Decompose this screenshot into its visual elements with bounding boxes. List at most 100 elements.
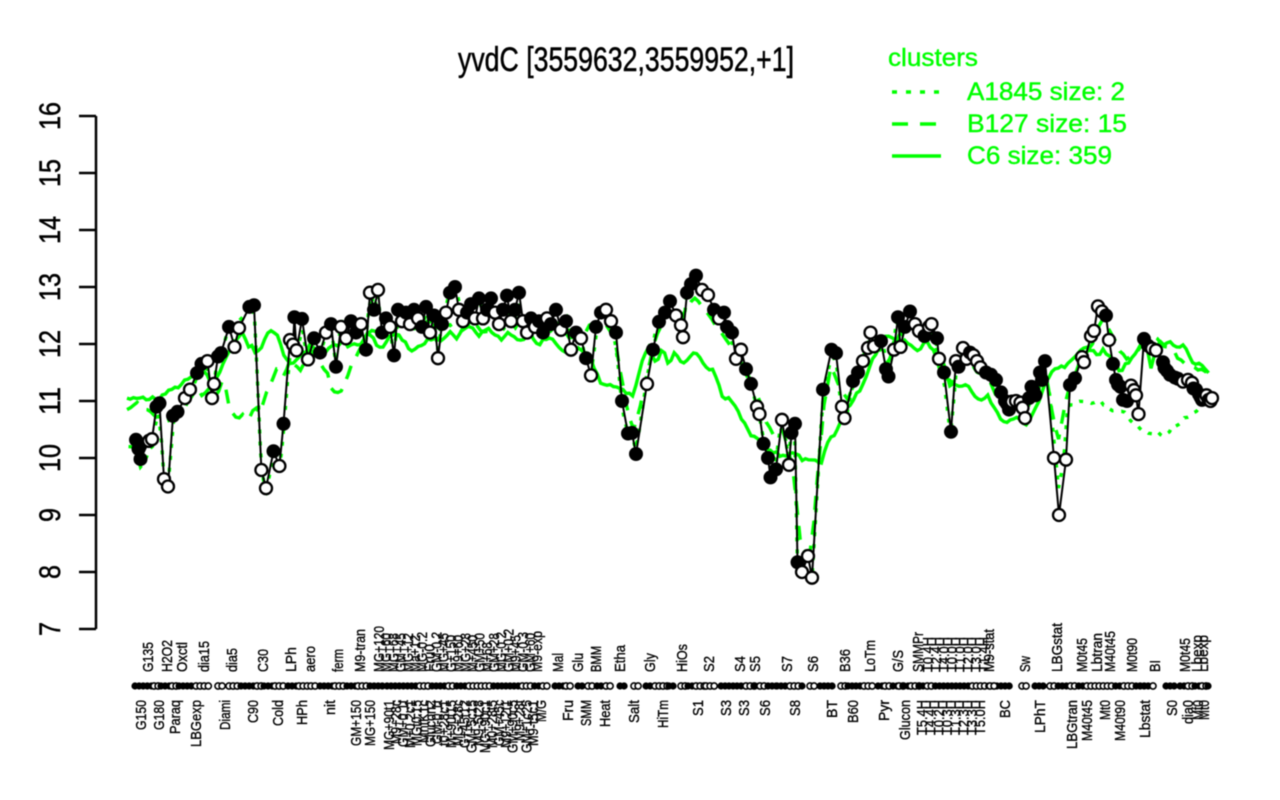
- svg-text:M40t45: M40t45: [1079, 700, 1096, 741]
- svg-text:B60: B60: [845, 700, 862, 723]
- svg-text:Lbexp: Lbexp: [1195, 635, 1212, 672]
- svg-text:M0+28t5: M0+28t5: [484, 700, 501, 748]
- svg-text:T0.3H: T0.3H: [939, 700, 956, 735]
- svg-text:MG+90t1: MG+90t1: [381, 700, 398, 750]
- svg-text:HiTm: HiTm: [655, 700, 672, 728]
- svg-text:dia0: dia0: [1180, 700, 1197, 724]
- svg-text:MG+28: MG+28: [457, 633, 474, 672]
- svg-text:15: 15: [34, 159, 67, 187]
- svg-text:GM+45: GM+45: [393, 633, 410, 672]
- svg-text:T1.3H: T1.3H: [947, 700, 964, 735]
- svg-text:MG+12: MG+12: [400, 633, 417, 672]
- svg-text:GM+0.1t: GM+0.1t: [395, 699, 412, 747]
- svg-text:GM-0.3: GM-0.3: [515, 632, 532, 672]
- svg-text:BI: BI: [1147, 660, 1164, 672]
- svg-text:S4: S4: [732, 656, 749, 672]
- svg-text:Fru0: Fru0: [421, 644, 438, 672]
- svg-text:GM+5c15: GM+5c15: [464, 700, 481, 753]
- svg-text:BT: BT: [824, 700, 841, 718]
- svg-text:BC: BC: [997, 700, 1014, 718]
- svg-text:M40t45: M40t45: [1102, 631, 1119, 672]
- svg-text:H2O2: H2O2: [159, 640, 176, 672]
- svg-text:M9+60: M9+60: [450, 635, 467, 672]
- svg-text:M9-5t28: M9-5t28: [470, 700, 487, 746]
- svg-text:Heat: Heat: [597, 699, 614, 727]
- svg-text:S5: S5: [747, 656, 764, 672]
- svg-text:GM-0.1t: GM-0.1t: [429, 699, 446, 744]
- svg-text:GM-0.2: GM-0.2: [429, 632, 446, 672]
- svg-text:Mt0: Mt0: [1196, 700, 1213, 720]
- svg-text:MGt0.15: MGt0.15: [409, 700, 426, 746]
- svg-text:Gly: Gly: [642, 653, 659, 672]
- svg-text:T1.4H: T1.4H: [976, 637, 993, 672]
- svg-text:M+450: M+450: [465, 635, 482, 672]
- svg-text:T0.2H: T0.2H: [931, 700, 948, 735]
- svg-text:GM+60: GM+60: [522, 633, 539, 672]
- svg-text:S1: S1: [690, 700, 707, 716]
- svg-text:7: 7: [34, 622, 67, 636]
- svg-text:GM+28: GM+28: [486, 633, 503, 672]
- svg-text:Lbstat: Lbstat: [1137, 699, 1154, 738]
- svg-text:T1.0H: T1.0H: [952, 637, 969, 672]
- svg-text:Paraq: Paraq: [167, 700, 184, 734]
- svg-text:Cold: Cold: [270, 700, 287, 726]
- svg-text:Glucon: Glucon: [897, 700, 914, 740]
- svg-text:T2.0H: T2.0H: [960, 637, 977, 672]
- svg-text:HiOs: HiOs: [674, 644, 691, 672]
- svg-text:T2.4H: T2.4H: [928, 637, 945, 672]
- svg-text:12: 12: [34, 330, 67, 358]
- svg-text:GM+45c: GM+45c: [491, 700, 508, 746]
- svg-text:M/G: M/G: [533, 700, 550, 722]
- svg-text:9: 9: [34, 508, 67, 522]
- svg-text:LBGstat: LBGstat: [1049, 622, 1066, 672]
- svg-text:MG+68: MG+68: [385, 633, 402, 672]
- svg-text:MG-0.2: MG-0.2: [493, 632, 510, 672]
- svg-text:ferm: ferm: [330, 649, 347, 672]
- svg-text:M9-exp: M9-exp: [529, 631, 546, 672]
- svg-text:G150: G150: [133, 700, 150, 730]
- svg-text:8: 8: [34, 565, 67, 579]
- svg-text:C90: C90: [245, 700, 262, 723]
- svg-text:G+150: G+150: [443, 635, 460, 672]
- svg-text:GM+1c25: GM+1c25: [518, 700, 535, 753]
- svg-text:GM+90c5: GM+90c5: [505, 700, 522, 753]
- svg-text:Mt0: Mt0: [1097, 700, 1114, 720]
- svg-text:S6: S6: [757, 700, 774, 716]
- svg-text:aero: aero: [302, 646, 319, 672]
- svg-text:LoTm: LoTm: [862, 640, 879, 672]
- svg-text:M9-t5c1: M9-t5c1: [525, 700, 542, 746]
- svg-text:dia15: dia15: [196, 641, 213, 672]
- svg-text:M9+12t1: M9+12t1: [498, 700, 515, 748]
- svg-text:G135: G135: [140, 642, 157, 672]
- svg-text:B36: B36: [837, 649, 854, 672]
- svg-text:M0t45: M0t45: [1177, 638, 1194, 672]
- svg-text:T5.4H: T5.4H: [914, 700, 931, 735]
- svg-text:HPh: HPh: [294, 700, 311, 725]
- svg-text:M0t90: M0t90: [1124, 638, 1141, 672]
- svg-text:LPh: LPh: [283, 647, 300, 672]
- svg-text:MG+120: MG+120: [371, 626, 388, 672]
- svg-text:T3.0H: T3.0H: [968, 637, 985, 672]
- svg-text:Etha: Etha: [612, 644, 629, 672]
- svg-text:M40t90: M40t90: [1112, 700, 1129, 741]
- svg-text:G180: G180: [151, 700, 168, 730]
- svg-text:M0t45: M0t45: [1074, 638, 1091, 672]
- svg-text:A1845 size: 2: A1845 size: 2: [967, 78, 1125, 106]
- svg-text:G+45t12: G+45t12: [457, 700, 474, 748]
- svg-text:Pyr: Pyr: [876, 700, 893, 721]
- svg-text:Lbtran: Lbtran: [1089, 633, 1106, 672]
- svg-text:M+90t15: M+90t15: [443, 700, 460, 748]
- svg-text:M9+28c: M9+28c: [388, 700, 405, 744]
- svg-text:C6 size: 359: C6 size: 359: [967, 142, 1112, 170]
- svg-text:13: 13: [34, 273, 67, 301]
- svg-text:MntK1c: MntK1c: [416, 700, 433, 743]
- svg-text:Glucon2: Glucon2: [422, 700, 439, 747]
- svg-text:Fru: Fru: [560, 700, 577, 721]
- svg-text:B127 size: 15: B127 size: 15: [967, 110, 1127, 138]
- svg-text:Ma+12: Ma+12: [407, 635, 424, 672]
- svg-text:Lbexp: Lbexp: [1189, 635, 1206, 672]
- svg-text:t0+28c1: t0+28c1: [436, 700, 453, 746]
- svg-text:LPhT: LPhT: [1032, 700, 1049, 733]
- svg-text:MG+90c1: MG+90c1: [477, 700, 494, 753]
- svg-text:GM+150: GM+150: [348, 700, 365, 746]
